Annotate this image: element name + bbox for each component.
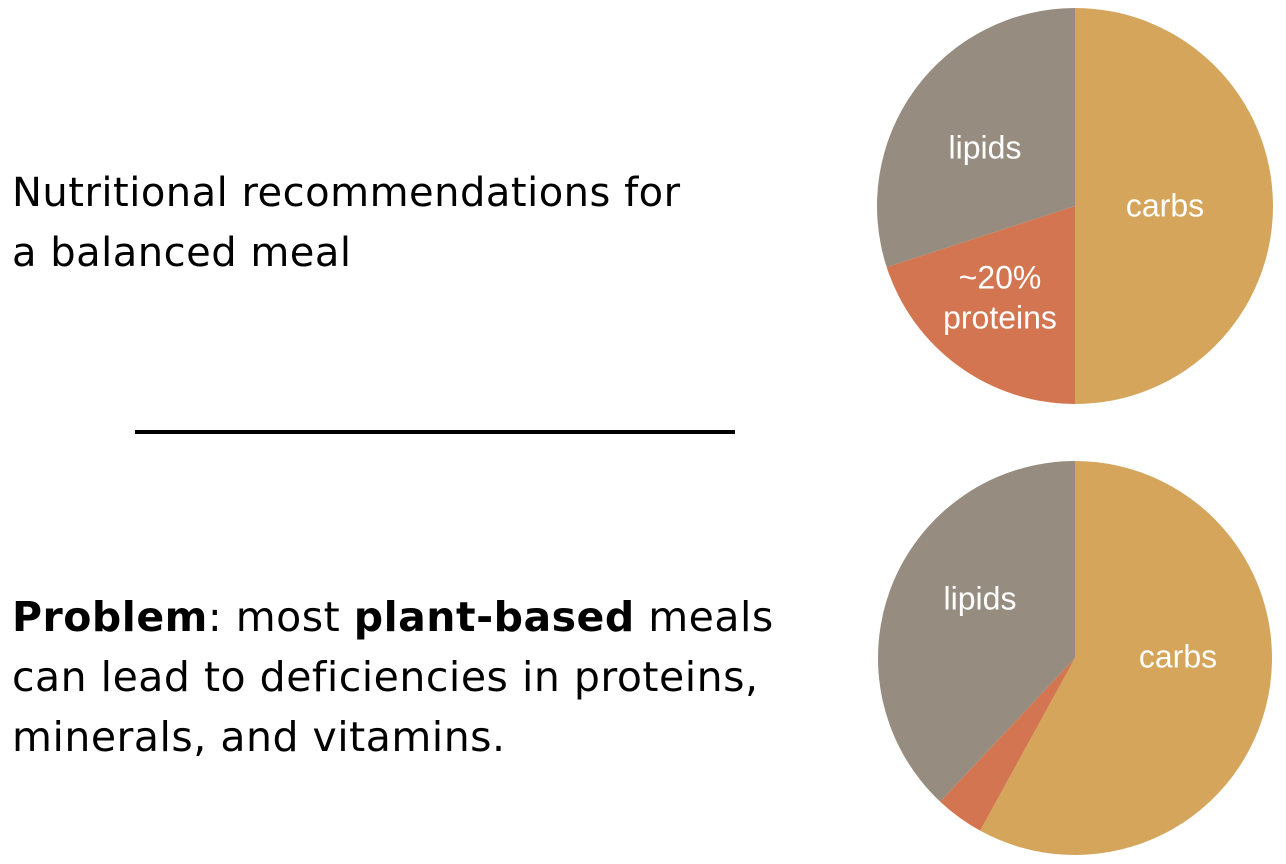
problem-line-3: minerals, and vitamins.	[12, 713, 506, 761]
intro-line-1: Nutritional recommendations for	[12, 170, 681, 216]
pie-slice-carbs	[980, 461, 1272, 855]
problem-text-a: : most	[207, 593, 354, 641]
pie-slice-lipids	[876, 8, 1075, 268]
problem-line-1: Problem: most plant-based meals	[12, 587, 774, 647]
divider	[135, 430, 735, 434]
pie1-label-carbs: carbs	[1126, 187, 1204, 223]
pie-chart-plant-based	[878, 461, 1272, 855]
intro-line-2: a balanced meal	[12, 230, 352, 276]
pie-slice-proteins	[886, 206, 1075, 404]
pie1-label-proteins-pct: ~20%	[959, 259, 1042, 295]
pie1-label-lipids: lipids	[949, 129, 1022, 165]
intro-text: Nutritional recommendations for a balanc…	[12, 163, 681, 283]
problem-line-2: can lead to deficiencies in proteins,	[12, 653, 759, 701]
pie1-label-proteins: proteins	[943, 299, 1057, 335]
pie2-label-carbs: carbs	[1139, 638, 1217, 674]
problem-text-b: meals	[634, 593, 774, 641]
plant-based-emphasis: plant-based	[353, 593, 635, 641]
pie-slice-lipids	[878, 461, 1075, 802]
problem-label: Problem	[12, 593, 208, 641]
problem-text: Problem: most plant-based meals can lead…	[12, 587, 774, 767]
pie-slice-proteins	[940, 658, 1075, 831]
pie-chart-recommended	[876, 8, 1273, 404]
pie2-label-lipids: lipids	[944, 580, 1017, 616]
pie-slice-carbs	[1075, 8, 1273, 404]
